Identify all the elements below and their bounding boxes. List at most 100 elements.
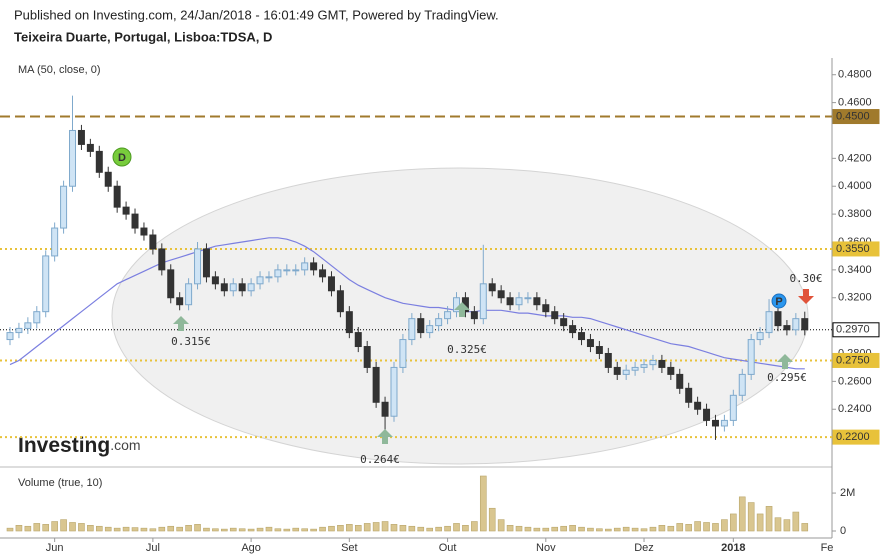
x-tick-label: Set [341, 542, 358, 554]
candle-body [792, 318, 800, 331]
volume-bar [613, 527, 621, 532]
candle-body [756, 332, 764, 341]
candle-body [247, 283, 255, 292]
volume-bar [283, 528, 291, 532]
candle-body [631, 366, 639, 371]
volume-bar [328, 525, 335, 532]
candle-body [51, 227, 59, 257]
volume-bar [399, 525, 407, 532]
candle-body [551, 311, 559, 320]
y-tick-label: 0.4200 [838, 152, 872, 164]
candle-body [6, 332, 14, 341]
volume-bar [96, 525, 103, 532]
volume-bar [238, 528, 246, 532]
candle-body [729, 394, 737, 421]
candle-body [229, 283, 237, 292]
volume-bar [765, 506, 773, 532]
candle-body [256, 276, 264, 285]
volume-bar [87, 525, 94, 532]
volume-bar [42, 524, 50, 532]
volume-bar [51, 521, 58, 532]
volume-bar [203, 527, 210, 532]
candle-body [711, 419, 719, 427]
volume-bar [560, 525, 567, 532]
volume-bar [69, 522, 76, 532]
volume-bar [301, 528, 308, 532]
candle-body [649, 359, 657, 366]
candle-body [765, 311, 773, 334]
candle-body [265, 276, 273, 279]
candle-body [167, 269, 175, 299]
volume-bar [631, 527, 639, 532]
candle-body [104, 171, 112, 187]
logo: Investing.com [18, 434, 141, 457]
volume-bar [658, 525, 666, 532]
volume-bar [462, 525, 469, 532]
volume-bar [551, 526, 559, 532]
candle-body [211, 276, 219, 285]
x-tick-label: Ago [241, 542, 261, 554]
candle-body [694, 401, 702, 410]
candle-body [60, 185, 68, 229]
x-tick-label: Jun [46, 542, 64, 554]
candle-body [703, 408, 711, 421]
x-tick-label: Jul [146, 542, 160, 554]
annotation: 0.325€ [447, 343, 487, 356]
candle-body [560, 318, 568, 327]
level-box [832, 109, 880, 125]
volume-bar [774, 517, 782, 532]
candle-body [676, 373, 684, 389]
volume-bar [685, 524, 692, 532]
volume-label: Volume (true, 10) [18, 477, 102, 489]
volume-bar [703, 522, 710, 532]
volume-bar [497, 519, 505, 532]
volume-bar [247, 528, 255, 532]
candle-body [390, 366, 398, 417]
volume-bar [6, 527, 14, 532]
level-label: 0.2750 [836, 354, 870, 366]
candle-body [801, 318, 809, 331]
volume-bar [319, 526, 326, 532]
volume-bar [158, 526, 166, 532]
ma-line [9, 237, 805, 370]
volume-bar [730, 513, 737, 532]
annotation: 0.315€ [171, 335, 211, 348]
marker [771, 293, 787, 309]
x-tick-label: Nov [536, 542, 556, 554]
volume-bar [515, 525, 523, 532]
candle-body [426, 325, 434, 334]
volume-bar [122, 526, 130, 532]
candle-body [667, 366, 675, 375]
volume-bar [721, 519, 728, 532]
candle-body [158, 248, 166, 271]
volume-bar [408, 525, 416, 532]
volume-bar [363, 523, 371, 532]
annotation: 0.30€ [789, 272, 822, 285]
candle-body [33, 311, 41, 324]
volume-bar [104, 526, 112, 532]
candle-body [149, 234, 157, 250]
volume-tick-label: 2M [840, 487, 855, 499]
volume-bar [488, 507, 496, 532]
annotation: 0.295€ [767, 371, 807, 384]
y-tick-label: 0.4600 [838, 97, 872, 109]
level-box [832, 352, 880, 368]
volume-bar [256, 527, 264, 532]
candle-body [444, 311, 452, 320]
volume-bar [33, 523, 41, 532]
candle-body [578, 332, 586, 341]
x-tick-label: 2018 [721, 542, 745, 554]
volume-bar [649, 526, 657, 532]
volume-bar [292, 527, 300, 532]
candle-body [15, 327, 23, 334]
logo-main: Investing [18, 434, 110, 457]
volume-bar [221, 528, 228, 532]
volume-bar [194, 524, 201, 532]
candle-body [435, 318, 443, 327]
annotation: 0.264€ [360, 453, 400, 466]
candle-body [113, 185, 121, 208]
candle-body [399, 339, 407, 368]
candle-body [194, 248, 202, 285]
candle-body [327, 276, 335, 292]
